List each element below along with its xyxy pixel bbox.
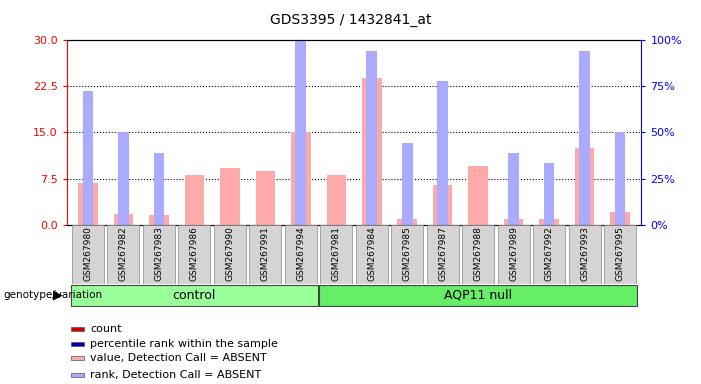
Text: value, Detection Call = ABSENT: value, Detection Call = ABSENT — [90, 353, 266, 364]
Text: GSM267990: GSM267990 — [225, 227, 234, 281]
FancyBboxPatch shape — [319, 285, 637, 306]
Bar — [539, 219, 559, 225]
Text: rank, Detection Call = ABSENT: rank, Detection Call = ABSENT — [90, 369, 261, 380]
FancyBboxPatch shape — [143, 225, 175, 283]
Bar — [291, 132, 311, 225]
Bar — [154, 153, 164, 225]
Bar — [71, 372, 84, 377]
Bar — [295, 40, 306, 225]
Text: GSM267993: GSM267993 — [580, 227, 589, 281]
Text: count: count — [90, 324, 121, 334]
FancyBboxPatch shape — [391, 225, 423, 283]
FancyBboxPatch shape — [178, 225, 210, 283]
Bar — [78, 183, 97, 225]
Bar — [397, 219, 417, 225]
Bar — [615, 132, 625, 225]
Text: GSM267991: GSM267991 — [261, 227, 270, 281]
Bar — [433, 185, 452, 225]
Bar — [508, 153, 519, 225]
Bar — [327, 175, 346, 225]
Text: control: control — [172, 289, 216, 302]
FancyBboxPatch shape — [72, 225, 104, 283]
FancyBboxPatch shape — [427, 225, 458, 283]
FancyBboxPatch shape — [604, 225, 636, 283]
Text: GSM267986: GSM267986 — [190, 227, 199, 281]
Text: GSM267981: GSM267981 — [332, 227, 341, 281]
Text: GSM267987: GSM267987 — [438, 227, 447, 281]
FancyBboxPatch shape — [569, 225, 601, 283]
Bar — [256, 170, 275, 225]
Bar — [220, 168, 240, 225]
Text: GSM267982: GSM267982 — [119, 227, 128, 281]
FancyBboxPatch shape — [462, 225, 494, 283]
Bar — [362, 78, 381, 225]
Bar — [402, 143, 413, 225]
Text: AQP11 null: AQP11 null — [444, 289, 512, 302]
Bar — [114, 214, 133, 225]
FancyBboxPatch shape — [356, 225, 388, 283]
Text: GSM267994: GSM267994 — [297, 227, 305, 281]
Text: GSM267988: GSM267988 — [474, 227, 483, 281]
Text: GSM267984: GSM267984 — [367, 227, 376, 281]
Text: genotype/variation: genotype/variation — [4, 290, 102, 300]
Text: GSM267983: GSM267983 — [154, 227, 163, 281]
Text: GSM267985: GSM267985 — [403, 227, 411, 281]
FancyBboxPatch shape — [320, 225, 352, 283]
Text: GDS3395 / 1432841_at: GDS3395 / 1432841_at — [270, 13, 431, 27]
FancyBboxPatch shape — [533, 225, 565, 283]
Bar — [71, 356, 84, 361]
FancyBboxPatch shape — [71, 285, 318, 306]
Bar — [437, 81, 448, 225]
Bar — [71, 327, 84, 331]
Bar — [468, 166, 488, 225]
Bar — [579, 51, 590, 225]
Text: percentile rank within the sample: percentile rank within the sample — [90, 339, 278, 349]
Text: GSM267995: GSM267995 — [615, 227, 625, 281]
Text: GSM267989: GSM267989 — [509, 227, 518, 281]
FancyBboxPatch shape — [285, 225, 317, 283]
Bar — [118, 132, 129, 225]
Bar — [367, 51, 377, 225]
Bar — [149, 215, 169, 225]
Bar — [83, 91, 93, 225]
Text: GSM267992: GSM267992 — [545, 227, 554, 281]
Bar — [184, 175, 204, 225]
FancyBboxPatch shape — [250, 225, 281, 283]
FancyBboxPatch shape — [498, 225, 530, 283]
FancyBboxPatch shape — [214, 225, 246, 283]
FancyBboxPatch shape — [107, 225, 139, 283]
Bar — [71, 342, 84, 346]
Text: ▶: ▶ — [53, 289, 63, 302]
Bar — [504, 219, 524, 225]
Bar — [575, 148, 594, 225]
Bar — [611, 212, 630, 225]
Text: GSM267980: GSM267980 — [83, 227, 93, 281]
Bar — [544, 163, 554, 225]
